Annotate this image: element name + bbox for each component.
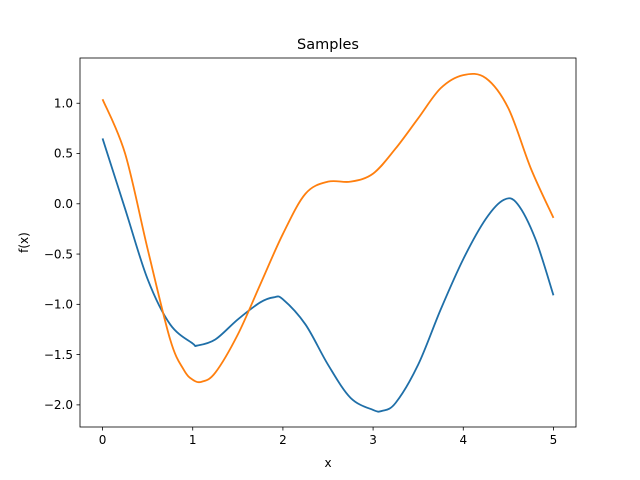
chart-title: Samples <box>297 37 359 53</box>
x-axis: 0 1 2 3 4 5 <box>99 427 558 447</box>
y-tick-label: −1.0 <box>44 298 73 312</box>
y-axis: −2.0 −1.5 −1.0 −0.5 0.0 0.5 1.0 <box>44 96 80 412</box>
x-axis-label: x <box>324 456 331 470</box>
y-tick-label: 0.5 <box>54 147 73 161</box>
y-tick-label: 0.0 <box>54 197 73 211</box>
y-axis-label: f(x) <box>17 232 31 253</box>
x-tick-label: 4 <box>459 433 467 447</box>
x-tick-label: 0 <box>99 433 107 447</box>
x-tick-label: 3 <box>369 433 377 447</box>
series-line-2 <box>101 72 555 384</box>
x-tick-label: 2 <box>279 433 287 447</box>
y-tick-label: −0.5 <box>44 247 73 261</box>
y-tick-label: 1.0 <box>54 96 73 110</box>
x-tick-label: 1 <box>189 433 197 447</box>
y-tick-label: −1.5 <box>44 348 73 362</box>
y-tick-label: −2.0 <box>44 398 73 412</box>
series-line-1 <box>101 138 555 413</box>
axes-frame <box>79 57 577 428</box>
plot-area <box>101 72 555 413</box>
x-tick-label: 5 <box>550 433 558 447</box>
